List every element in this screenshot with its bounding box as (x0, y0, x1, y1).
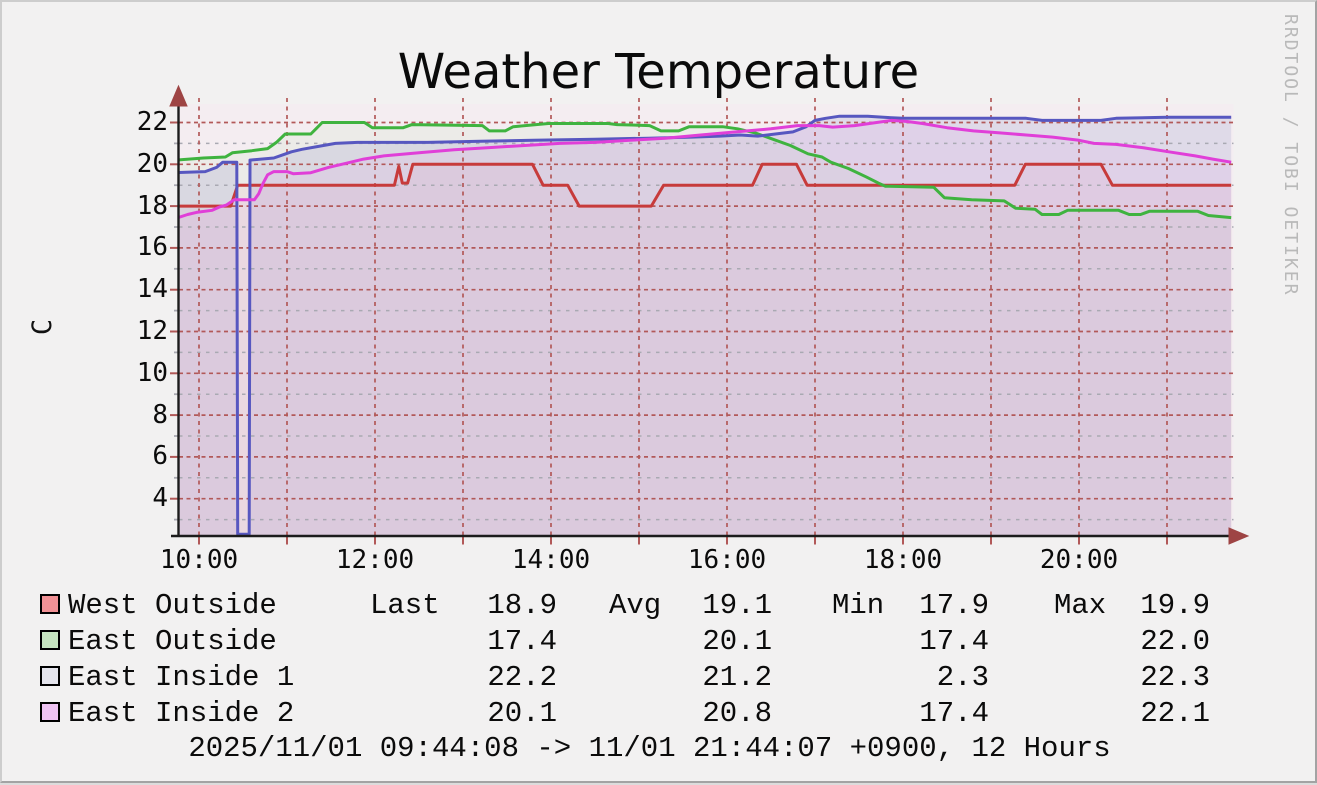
x-tick-label: 10:00 (159, 545, 239, 575)
y-tick-label: 10 (136, 357, 168, 388)
legend-value-max: 19.9 (1140, 589, 1210, 622)
y-tick-label: 14 (136, 274, 168, 305)
chart-title: Weather Temperature (397, 44, 920, 100)
x-axis-arrow (1228, 527, 1250, 545)
legend-value-max: 22.3 (1140, 661, 1210, 694)
legend-value-min: 17.4 (919, 625, 989, 658)
legend-value-last: 18.9 (487, 589, 557, 622)
series-area-4 (179, 120, 1232, 536)
legend-value-max: 22.1 (1140, 697, 1210, 730)
legend-swatch (40, 666, 60, 686)
legend-value-min: 2.3 (936, 661, 989, 694)
series-area-3 (179, 116, 1232, 536)
y-tick-label: 6 (152, 441, 168, 472)
time-range-caption: 2025/11/01 09:44:08 -> 11/01 21:44:07 +0… (188, 732, 1111, 765)
legend-value-last: 22.2 (487, 661, 557, 694)
legend-series-name: West Outside (68, 589, 277, 622)
x-tick-label: 18:00 (863, 545, 943, 575)
x-tick-label: 20:00 (1039, 545, 1119, 575)
y-axis-arrow (169, 84, 188, 107)
y-tick-label: 8 (152, 399, 168, 430)
legend-value-max: 22.0 (1140, 625, 1210, 658)
y-tick-label: 16 (136, 232, 168, 263)
plot-canvas (179, 104, 1234, 536)
y-tick-label: 18 (136, 190, 168, 221)
series-area-2 (179, 122, 1232, 536)
y-tick-label: 20 (136, 148, 168, 179)
legend-header-min: Min (832, 589, 885, 622)
series-line-4 (179, 118, 1232, 219)
series-line-2 (179, 121, 1232, 220)
x-tick-label: 16:00 (687, 545, 767, 575)
y-tick-label: 12 (136, 316, 168, 346)
series-line-1 (179, 162, 1232, 208)
legend-value-avg: 21.2 (702, 661, 772, 694)
legend-header-max: Max (1054, 589, 1107, 622)
legend-value-avg: 20.1 (702, 625, 772, 658)
y-tick-label: 22 (136, 107, 168, 137)
legend-swatch (40, 630, 60, 650)
x-tick-label: 14:00 (511, 545, 591, 575)
legend-series-name: East Inside 2 (68, 697, 295, 730)
legend-value-min: 17.4 (919, 697, 989, 730)
legend-value-avg: 19.1 (702, 589, 772, 622)
legend-series-name: East Outside (68, 625, 277, 658)
legend-value-min: 17.9 (919, 589, 989, 622)
legend-header-avg: Avg (609, 589, 662, 622)
x-tick-label: 12:00 (335, 545, 415, 575)
legend-value-avg: 20.8 (702, 697, 772, 730)
legend-header-last: Last (370, 589, 440, 622)
legend-swatch (40, 702, 60, 722)
series-area-1 (179, 164, 1232, 536)
y-tick-label: 4 (152, 483, 168, 514)
legend-value-last: 17.4 (487, 625, 557, 658)
legend-series-name: East Inside 1 (68, 661, 295, 694)
legend-swatch (40, 594, 60, 614)
legend-value-last: 20.1 (487, 697, 557, 730)
